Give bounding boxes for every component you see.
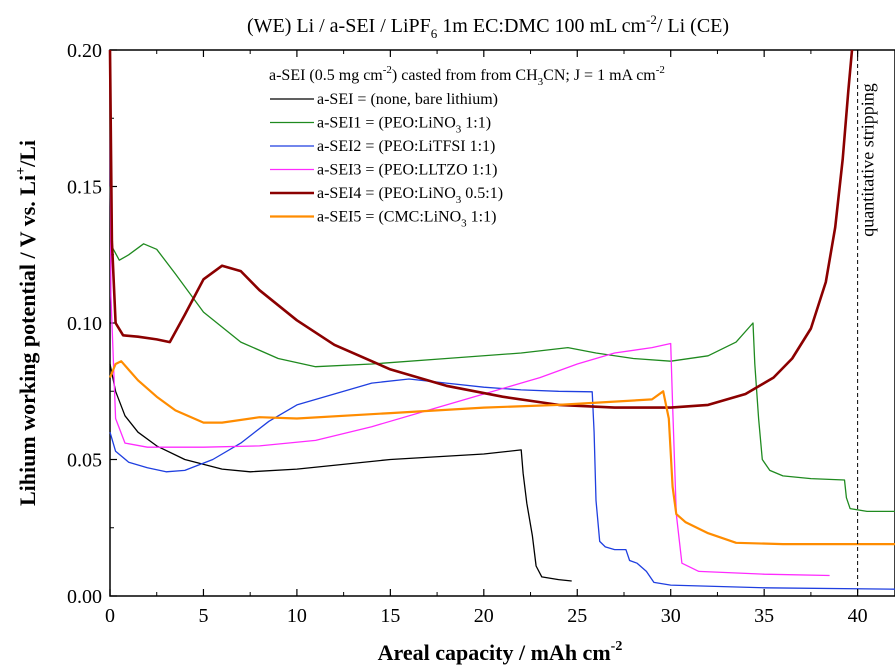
series-line-2 <box>109 378 895 590</box>
x-tick-label: 20 <box>474 605 494 627</box>
x-axis-label: Areal capacity / mAh cm-2 <box>378 639 623 665</box>
plot-area <box>109 49 895 597</box>
y-tick-label: 0.00 <box>67 586 102 608</box>
x-tick-label: 15 <box>380 605 400 627</box>
legend-label-0: a-SEI = (none, bare lithium) <box>317 91 498 108</box>
axis-ticks: 0 5 10 15 20 25 30 35 40 0.00 0.05 0.10 0.15 0.20 <box>67 40 868 627</box>
annotation-label: quantitative stripping <box>858 83 878 236</box>
legend-label-1: a-SEI1 = (PEO:LiNO3 1:1) <box>317 115 491 136</box>
x-tick-label: 10 <box>287 605 307 627</box>
x-tick-label: 35 <box>754 605 774 627</box>
legend: a-SEI = (none, bare lithium) a-SEI1 = (PE… <box>270 91 503 230</box>
x-tick-label: 0 <box>105 605 115 627</box>
legend-header: a-SEI (0.5 mg cm-2) casted from from CH3… <box>269 64 665 88</box>
legend-label-5: a-SEI5 = (CMC:LiNO3 1:1) <box>317 209 496 230</box>
x-tick-label: 5 <box>198 605 208 627</box>
chart-title: (WE) Li / a-SEI / LiPF6 1m EC:DMC 100 mL… <box>247 12 729 41</box>
x-tick-label: 30 <box>661 605 681 627</box>
y-tick-label: 0.20 <box>67 40 102 62</box>
y-tick-label: 0.10 <box>67 313 102 335</box>
series-line-4 <box>108 49 854 409</box>
y-axis-label: Lihium working potential / V vs. Li+/Li <box>14 140 40 506</box>
x-tick-label: 25 <box>567 605 587 627</box>
legend-label-2: a-SEI2 = (PEO:LiTFSI 1:1) <box>317 138 495 155</box>
y-tick-label: 0.15 <box>67 177 102 199</box>
legend-label-4: a-SEI4 = (PEO:LiNO3 0.5:1) <box>317 185 503 206</box>
y-tick-label: 0.05 <box>67 450 102 472</box>
series-line-1 <box>109 186 895 513</box>
series-group <box>108 49 895 590</box>
legend-label-3: a-SEI3 = (PEO:LLTZO 1:1) <box>317 162 497 179</box>
series-line-3 <box>109 77 830 577</box>
series-line-0 <box>109 363 572 582</box>
series-line-5 <box>108 360 895 546</box>
x-tick-label: 40 <box>848 605 868 627</box>
